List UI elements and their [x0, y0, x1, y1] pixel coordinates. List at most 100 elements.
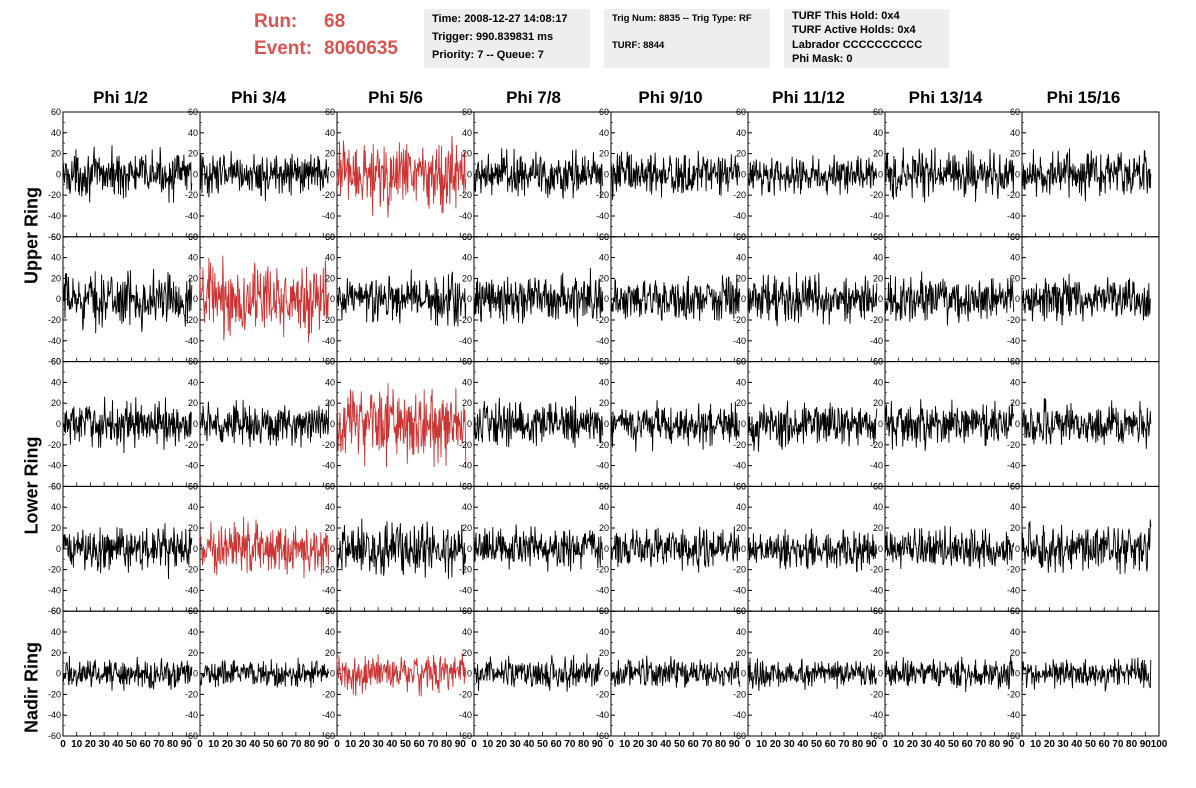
y-tick-label: 0	[1015, 294, 1020, 304]
y-tick-label: 60	[873, 107, 883, 117]
y-tick-label: -40	[1007, 211, 1020, 221]
y-tick-label: 60	[1010, 107, 1020, 117]
waveform-trace	[747, 154, 878, 196]
x-tick-label: 10	[893, 739, 905, 750]
y-tick-label: -20	[596, 440, 609, 450]
y-tick-label: -40	[870, 461, 883, 471]
waveform-trace	[199, 151, 330, 202]
x-tick-label: 0	[334, 739, 340, 750]
y-tick-label: 20	[873, 398, 883, 408]
y-tick-label: -60	[733, 731, 746, 741]
y-tick-label: 60	[51, 481, 61, 491]
x-tick-label: 40	[660, 739, 672, 750]
x-tick-label: 40	[386, 739, 398, 750]
turf-this-hold-text: TURF This Hold: 0x4	[792, 10, 900, 22]
y-tick-label: -40	[733, 585, 746, 595]
y-tick-label: -20	[185, 565, 198, 575]
x-tick-label: 10	[71, 739, 83, 750]
waveform-trace	[884, 525, 1015, 569]
y-tick-label: 60	[51, 606, 61, 616]
y-tick-label: -20	[459, 190, 472, 200]
waveform-trace	[199, 516, 330, 579]
y-tick-label: 60	[1010, 357, 1020, 367]
x-tick-label: 0	[197, 739, 203, 750]
y-tick-label: -60	[870, 731, 883, 741]
y-tick-label: -60	[48, 731, 61, 741]
y-tick-label: 40	[51, 627, 61, 637]
x-tick-label: 20	[222, 739, 234, 750]
y-tick-label: 0	[193, 419, 198, 429]
y-tick-label: 0	[604, 669, 609, 679]
y-tick-label: -40	[322, 585, 335, 595]
x-tick-label: 0	[471, 739, 477, 750]
y-tick-label: 40	[873, 253, 883, 263]
y-tick-label: -20	[185, 190, 198, 200]
y-tick-label: -40	[596, 211, 609, 221]
y-tick-label: 40	[599, 377, 609, 387]
y-tick-label: 60	[462, 357, 472, 367]
waveform-trace	[199, 399, 330, 448]
y-tick-label: -20	[322, 315, 335, 325]
y-tick-label: 60	[51, 232, 61, 242]
x-tick-label: 90	[455, 739, 467, 750]
y-tick-label: -20	[596, 689, 609, 699]
y-tick-label: 40	[188, 253, 198, 263]
y-tick-label: -40	[870, 585, 883, 595]
y-tick-label: 0	[330, 294, 335, 304]
y-tick-label: 0	[878, 169, 883, 179]
y-tick-label: -40	[322, 461, 335, 471]
waveform-trace	[336, 652, 467, 697]
panel-frame	[473, 485, 612, 612]
y-tick-label: -20	[1007, 315, 1020, 325]
x-tick-label: 90	[592, 739, 604, 750]
y-tick-label: -40	[459, 211, 472, 221]
y-tick-label: -20	[48, 190, 61, 200]
y-tick-label: 20	[873, 149, 883, 159]
y-tick-label: 0	[193, 169, 198, 179]
x-tick-label: 50	[537, 739, 549, 750]
x-tick-label: 60	[1099, 739, 1111, 750]
y-tick-label: 20	[1010, 648, 1020, 658]
x-tick-label: 10	[1030, 739, 1042, 750]
trigger-text: Trigger: 990.839831 ms	[432, 31, 554, 43]
y-tick-label: -20	[870, 315, 883, 325]
x-tick-label: 100	[1151, 739, 1168, 750]
y-tick-label: -20	[322, 565, 335, 575]
waveform-trace	[1021, 397, 1152, 449]
waveform-trace	[884, 147, 1015, 203]
y-tick-label: 0	[878, 419, 883, 429]
y-tick-label: -40	[322, 211, 335, 221]
waveform-trace	[610, 150, 741, 200]
y-tick-label: 0	[878, 294, 883, 304]
y-tick-label: 0	[604, 294, 609, 304]
y-tick-label: 40	[51, 377, 61, 387]
y-tick-label: -40	[1007, 585, 1020, 595]
y-tick-label: 60	[873, 481, 883, 491]
column-header-phi-7-8: Phi 7/8	[506, 88, 561, 107]
waveform-trace	[884, 655, 1015, 693]
y-tick-label: -40	[1007, 461, 1020, 471]
y-tick-label: -40	[1007, 336, 1020, 346]
y-tick-label: -40	[870, 211, 883, 221]
y-tick-label: -40	[48, 336, 61, 346]
y-tick-label: 20	[188, 523, 198, 533]
trigger-info-box: Trig Num: 8835 -- Trig Type: RF TURF: 88…	[604, 9, 770, 68]
y-tick-label: -60	[48, 232, 61, 242]
x-tick-label: 30	[373, 739, 385, 750]
y-tick-label: 20	[1010, 398, 1020, 408]
x-tick-label: 90	[1003, 739, 1015, 750]
y-tick-label: 60	[599, 107, 609, 117]
y-tick-label: -20	[1007, 689, 1020, 699]
y-tick-label: 40	[325, 502, 335, 512]
y-tick-label: -20	[48, 565, 61, 575]
y-tick-label: -60	[48, 606, 61, 616]
y-tick-label: -20	[459, 315, 472, 325]
y-tick-label: 20	[736, 149, 746, 159]
y-tick-label: 0	[604, 544, 609, 554]
y-tick-label: 60	[599, 606, 609, 616]
y-tick-label: -40	[185, 211, 198, 221]
x-tick-label: 0	[1019, 739, 1025, 750]
y-tick-label: 20	[51, 398, 61, 408]
y-tick-label: -20	[459, 565, 472, 575]
x-tick-label: 80	[715, 739, 727, 750]
